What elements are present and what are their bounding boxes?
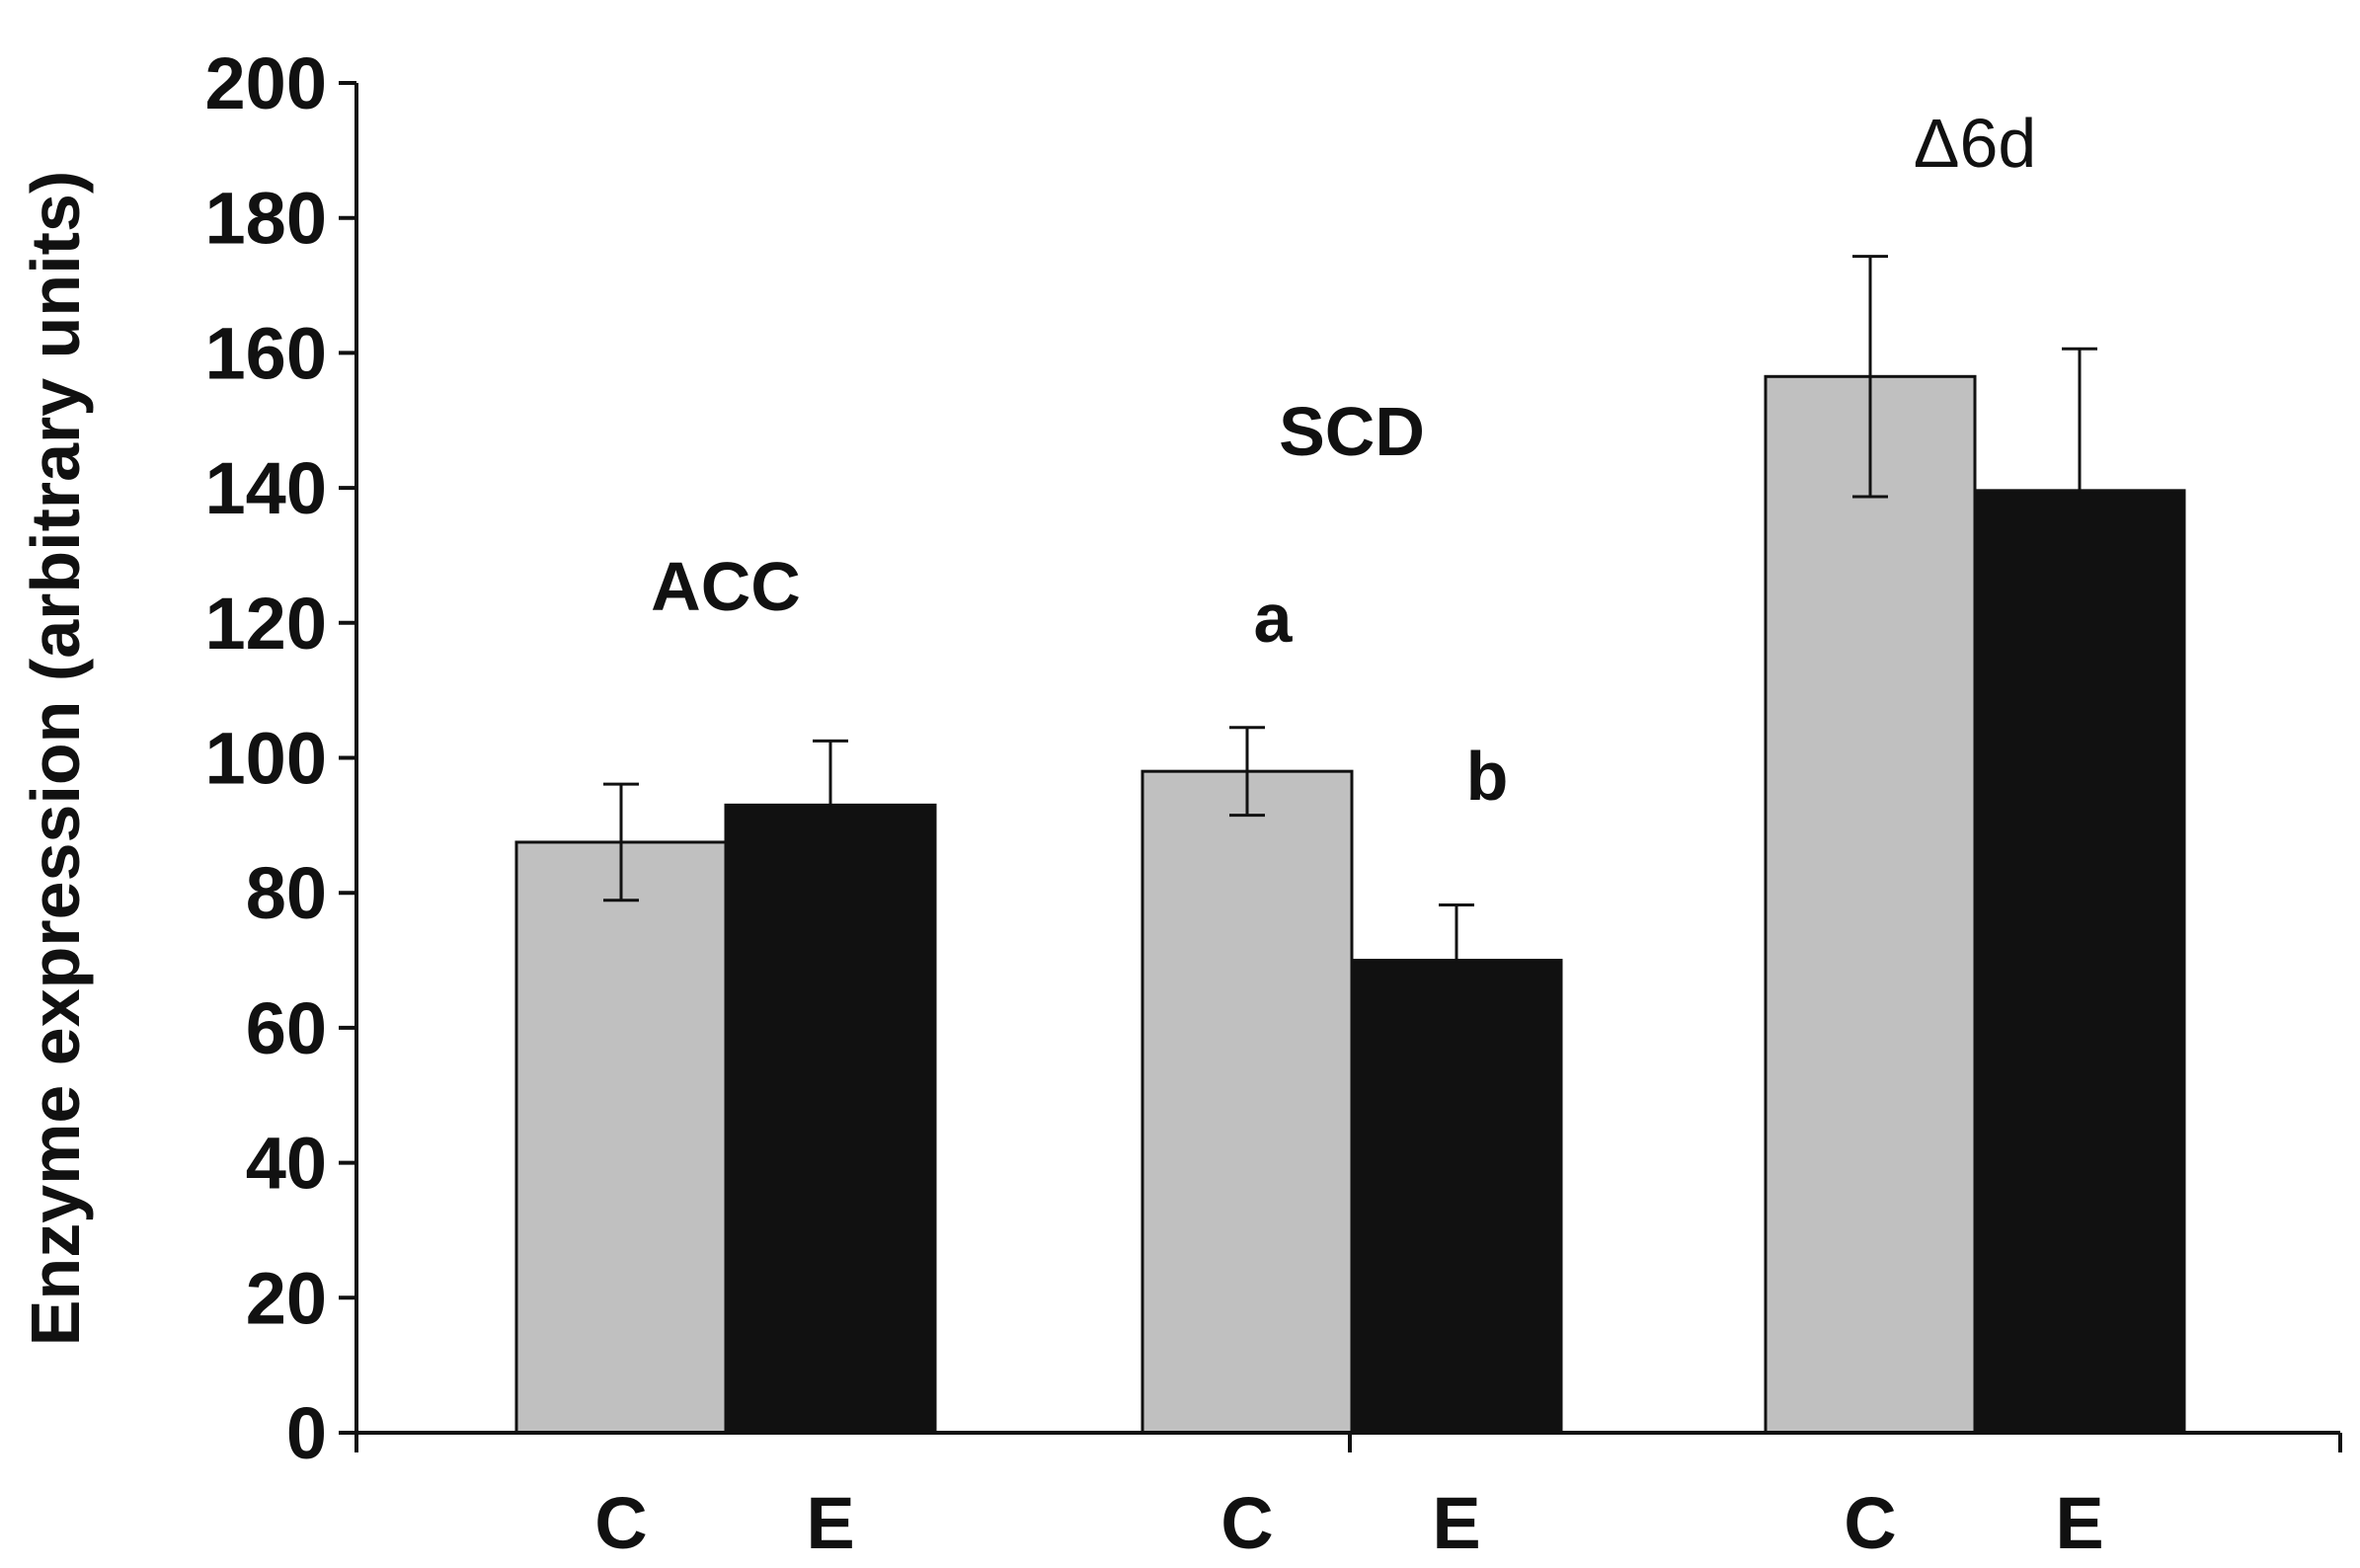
bar-ACC-E — [724, 803, 937, 1435]
bar-SCD-E — [1350, 959, 1563, 1435]
group-label: Δ6d — [1914, 105, 2037, 182]
y-tick-label: 60 — [246, 987, 327, 1069]
y-tick-label: 120 — [205, 583, 327, 665]
group-label: ACC — [651, 548, 801, 625]
bar-SCD-C — [1141, 769, 1354, 1435]
y-tick-label: 100 — [205, 718, 327, 800]
x-tick-label: C — [594, 1482, 647, 1564]
axes-layer: C E ACC Ca Eb SCD C E Δ6d 0 20 40 60 80 100 120 140 160 18… — [205, 42, 2342, 1564]
bars-layer — [514, 255, 2186, 1435]
x-tick-label: C — [1844, 1482, 1896, 1564]
significance-letter: a — [1254, 580, 1294, 657]
y-tick-label: 160 — [205, 312, 327, 394]
x-tick-label: C — [1220, 1482, 1273, 1564]
significance-letter: b — [1466, 738, 1509, 815]
bar-ACC-C — [514, 840, 728, 1435]
y-tick-label: 0 — [286, 1392, 327, 1474]
bar-Δ6d-C — [1764, 374, 1977, 1435]
y-tick-label: 40 — [246, 1123, 327, 1205]
y-tick-label: 140 — [205, 447, 327, 529]
x-tick-label: E — [1432, 1482, 1480, 1564]
y-tick-label: 200 — [205, 42, 327, 124]
y-tick-label: 80 — [246, 852, 327, 934]
x-tick-label: E — [806, 1482, 854, 1564]
y-axis-label: Enzyme expression (arbitrary units) — [17, 171, 94, 1346]
y-tick-label: 20 — [246, 1257, 327, 1339]
group-label: SCD — [1279, 393, 1425, 470]
x-tick-label: E — [2055, 1482, 2103, 1564]
y-tick-label: 180 — [205, 178, 327, 260]
bar-Δ6d-E — [1973, 489, 2186, 1435]
